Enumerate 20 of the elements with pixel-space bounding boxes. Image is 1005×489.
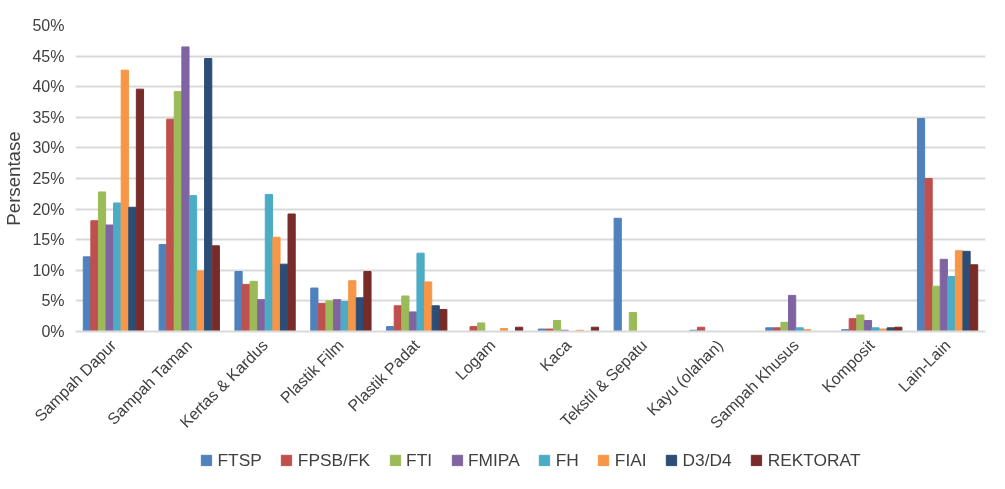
y-tick-label: 20% bbox=[32, 200, 65, 218]
y-tick-label: 25% bbox=[32, 170, 65, 187]
y-tick-label: 45% bbox=[32, 47, 65, 65]
y-tick-label: 10% bbox=[32, 261, 65, 279]
legend-label: REKTORAT bbox=[767, 449, 861, 471]
y-axis-title: Persentase bbox=[3, 131, 25, 226]
legend-label: FTSP bbox=[217, 449, 262, 471]
legend-label: D3/D4 bbox=[682, 449, 732, 471]
y-tick-label: 0% bbox=[41, 323, 65, 340]
y-tick-label: 40% bbox=[32, 78, 65, 96]
y-tick-label: 50% bbox=[32, 17, 65, 34]
y-tick-label: 15% bbox=[32, 231, 65, 249]
legend-label: FTI bbox=[406, 449, 433, 471]
legend-label: FPSB/FK bbox=[297, 449, 371, 471]
y-tick-label: 5% bbox=[41, 292, 65, 310]
y-tick-label: 30% bbox=[32, 139, 65, 157]
y-tick-label: 35% bbox=[32, 108, 65, 126]
legend-label: FMIPA bbox=[468, 449, 520, 471]
legend-label: FIAI bbox=[614, 449, 647, 471]
legend-label: FH bbox=[555, 449, 579, 471]
